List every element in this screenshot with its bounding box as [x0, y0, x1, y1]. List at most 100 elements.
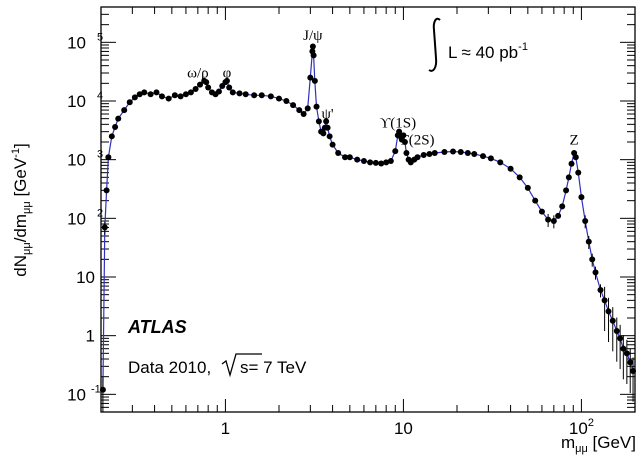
- data-point: [290, 102, 297, 109]
- y-tick-exponent: 2: [97, 207, 103, 219]
- data-point: [572, 154, 579, 161]
- data-point: [464, 149, 471, 156]
- peak-label: J/ψ: [303, 28, 323, 44]
- data-point: [582, 218, 589, 225]
- peak-label: ω/ρ: [187, 66, 209, 82]
- data-point: [383, 159, 390, 166]
- data-point: [426, 150, 433, 157]
- data-point: [136, 91, 143, 98]
- y-axis-label: dNμμ/dmμμ [GeV-1]: [10, 143, 33, 276]
- data-point: [372, 159, 379, 166]
- data-point: [420, 152, 427, 159]
- data-point: [401, 139, 408, 145]
- data-point: [516, 174, 523, 181]
- luminosity-label: L ≈ 40 pb-1: [428, 17, 528, 72]
- data-point: [296, 107, 303, 114]
- data-point: [387, 157, 394, 164]
- data-point: [617, 335, 624, 342]
- data-point: [392, 148, 399, 155]
- data-point: [223, 77, 230, 84]
- data-point: [396, 128, 403, 135]
- data-point: [630, 367, 637, 374]
- data-point: [342, 154, 349, 161]
- data-point: [354, 156, 361, 163]
- svg-text:L ≈ 40 pb-1: L ≈ 40 pb-1: [448, 41, 528, 62]
- sqrt-sign: [221, 353, 262, 378]
- data-point: [545, 216, 552, 223]
- data-point: [559, 203, 566, 210]
- data-point: [613, 328, 620, 335]
- data-point: [101, 224, 108, 231]
- data-point: [258, 92, 265, 99]
- data-point: [141, 89, 148, 96]
- svg-text:Data 2010,: Data 2010,: [128, 358, 211, 377]
- data-point: [304, 105, 311, 112]
- series-points: [99, 43, 637, 412]
- y-tick-label: 10: [76, 268, 95, 287]
- data-point: [215, 88, 222, 95]
- data-point: [532, 197, 539, 204]
- data-point: [283, 97, 290, 104]
- data-point: [192, 86, 199, 93]
- data-point: [197, 81, 204, 88]
- data-point: [323, 118, 330, 125]
- data-point: [121, 107, 128, 114]
- data-point: [400, 132, 407, 139]
- x-tick-label: 102: [569, 417, 594, 438]
- data-point: [236, 90, 243, 97]
- data-point: [565, 174, 572, 181]
- data-point: [300, 111, 307, 118]
- data-point: [555, 212, 562, 219]
- data-point: [251, 92, 258, 99]
- data-point: [103, 187, 110, 194]
- dataset-label: Data 2010, s= 7 TeV: [128, 353, 307, 378]
- data-point: [320, 130, 327, 137]
- data-point: [329, 141, 336, 148]
- data-point: [226, 84, 233, 91]
- data-point: [276, 95, 282, 102]
- data-point: [147, 91, 154, 98]
- y-tick-exponent: 4: [97, 90, 103, 102]
- data-point: [497, 159, 504, 166]
- data-point: [601, 297, 608, 304]
- y-tick-label: 10: [67, 92, 86, 111]
- data-point: [177, 93, 184, 100]
- data-point: [568, 160, 575, 167]
- data-point: [627, 359, 634, 366]
- svg-text:s= 7 TeV: s= 7 TeV: [240, 358, 307, 377]
- data-point: [487, 155, 494, 162]
- peak-label: ϒ(1S): [379, 116, 416, 132]
- data-point: [108, 133, 115, 140]
- data-point: [153, 89, 160, 96]
- data-point: [267, 93, 274, 100]
- data-point: [620, 345, 627, 352]
- data-point: [563, 187, 570, 194]
- data-point: [550, 218, 557, 225]
- data-point: [585, 238, 592, 245]
- data-point: [609, 317, 616, 324]
- data-point: [441, 149, 448, 156]
- peak-label: ϒ(2S): [398, 133, 435, 149]
- data-point: [346, 154, 353, 161]
- data-point: [592, 269, 599, 276]
- data-point: [165, 95, 172, 102]
- data-point: [158, 93, 165, 100]
- data-point: [575, 169, 582, 176]
- experiment-label: ATLAS: [127, 317, 187, 337]
- y-tick-label: 1: [86, 327, 95, 346]
- data-point: [182, 91, 189, 98]
- peak-label: Z: [570, 133, 579, 149]
- y-tick-exponent: 5: [97, 31, 103, 43]
- data-point: [229, 89, 236, 96]
- data-point: [313, 103, 320, 110]
- data-point: [605, 308, 612, 315]
- data-point: [457, 149, 464, 156]
- data-point: [507, 165, 514, 172]
- data-point: [403, 149, 410, 156]
- y-tick-exponent: 3: [97, 149, 103, 161]
- peak-label: φ: [223, 66, 232, 82]
- x-tick-label: 1: [221, 419, 230, 438]
- data-point: [315, 118, 322, 125]
- data-point: [324, 124, 331, 131]
